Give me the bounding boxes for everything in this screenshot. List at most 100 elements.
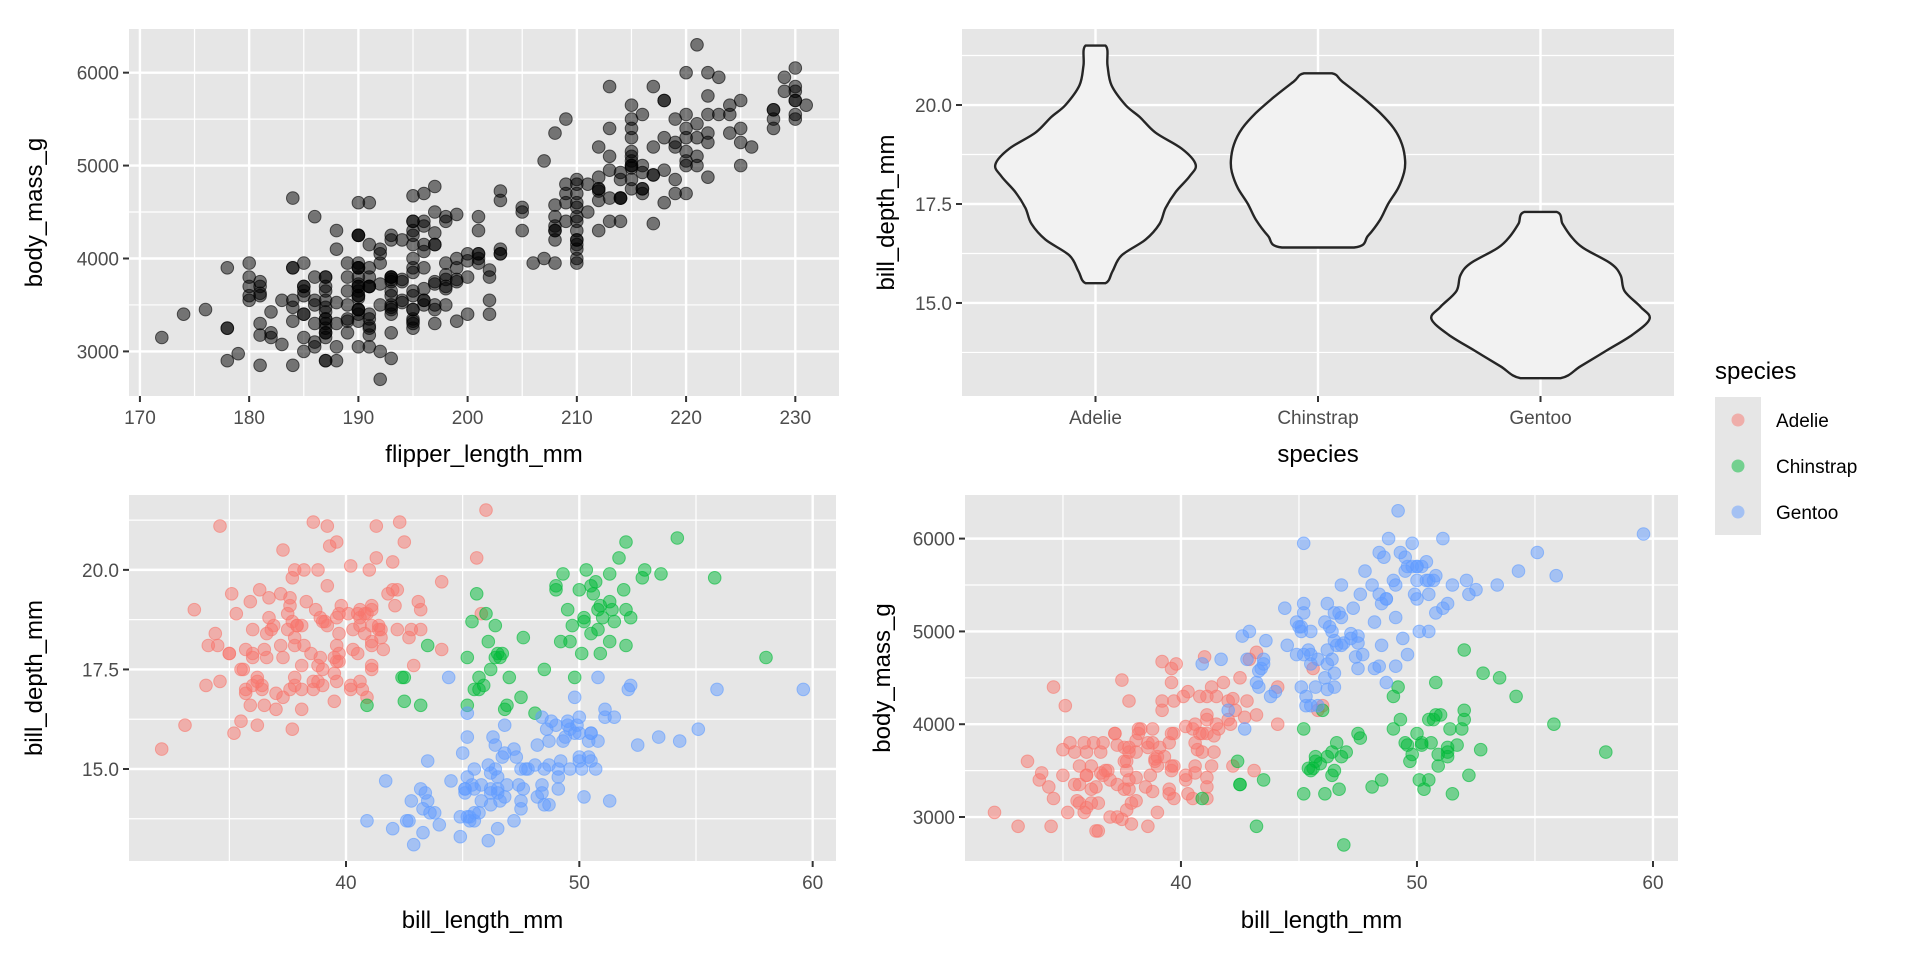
x-axis: 170 180 190 200 210 220 230 bbox=[124, 396, 811, 429]
legend-item-chinstrap: Chinstrap bbox=[1731, 457, 1857, 478]
data-point-adelie bbox=[329, 242, 344, 256]
data-point-adelie bbox=[362, 563, 377, 577]
data-point-gentoo bbox=[1353, 587, 1368, 602]
data-point-chinstrap bbox=[471, 223, 486, 238]
data-point-gentoo bbox=[378, 774, 393, 788]
data-point-adelie bbox=[1067, 745, 1082, 759]
data-point-adelie bbox=[1247, 763, 1261, 778]
data-point-chinstrap bbox=[417, 281, 431, 296]
data-point-gentoo bbox=[591, 140, 606, 154]
data-point-chinstrap bbox=[1599, 745, 1613, 759]
data-point-adelie bbox=[1119, 763, 1134, 778]
data-point-gentoo bbox=[1280, 638, 1294, 653]
y-axis: 15.0 17.5 20.0 bbox=[915, 96, 962, 315]
data-point-gentoo bbox=[551, 782, 566, 796]
data-point-adelie bbox=[1143, 768, 1158, 783]
data-point-adelie bbox=[257, 642, 272, 657]
data-point-adelie bbox=[388, 598, 402, 613]
data-point-adelie bbox=[329, 674, 344, 689]
data-point-chinstrap bbox=[471, 209, 486, 224]
data-point-gentoo bbox=[483, 786, 498, 800]
data-point-gentoo bbox=[1256, 657, 1271, 671]
data-point-chinstrap bbox=[384, 288, 399, 303]
data-point-adelie bbox=[384, 326, 399, 340]
data-point-adelie bbox=[417, 186, 431, 201]
data-point-gentoo bbox=[537, 154, 551, 168]
data-point-gentoo bbox=[500, 778, 514, 792]
data-point-gentoo bbox=[657, 93, 672, 108]
x-tick-label: Adelie bbox=[1069, 408, 1122, 429]
data-point-adelie bbox=[1138, 780, 1153, 794]
data-point-chinstrap bbox=[318, 312, 333, 326]
data-point-gentoo bbox=[507, 742, 521, 756]
x-axis: 40 50 60 bbox=[1170, 861, 1664, 894]
data-point-gentoo bbox=[1299, 698, 1313, 713]
data-point-adelie bbox=[411, 594, 426, 609]
data-point-adelie bbox=[315, 678, 330, 693]
data-point-chinstrap bbox=[1353, 731, 1368, 745]
data-point-gentoo bbox=[574, 762, 589, 776]
data-point-gentoo bbox=[444, 774, 458, 788]
data-point-gentoo bbox=[672, 734, 687, 748]
data-point-adelie bbox=[1150, 805, 1165, 820]
data-point-chinstrap bbox=[1332, 782, 1346, 797]
data-point-adelie bbox=[1226, 691, 1240, 706]
data-point-gentoo bbox=[577, 790, 591, 804]
data-point-adelie bbox=[332, 606, 346, 621]
data-point-adelie bbox=[1209, 689, 1224, 704]
data-point-adelie bbox=[311, 563, 325, 577]
data-point-chinstrap bbox=[574, 646, 589, 661]
data-point-adelie bbox=[1167, 759, 1181, 773]
data-point-chinstrap bbox=[472, 682, 486, 697]
data-point-gentoo bbox=[453, 829, 468, 844]
data-point-gentoo bbox=[598, 702, 612, 717]
data-point-chinstrap bbox=[318, 353, 333, 368]
data-point-gentoo bbox=[1429, 568, 1443, 583]
data-point-chinstrap bbox=[1393, 712, 1408, 727]
data-point-gentoo bbox=[488, 738, 503, 752]
data-point-gentoo bbox=[1351, 661, 1365, 676]
data-point-chinstrap bbox=[1412, 773, 1427, 787]
violin-adelie bbox=[993, 44, 1198, 285]
x-axis: Adelie Chinstrap Gentoo bbox=[1069, 396, 1572, 429]
data-point-adelie bbox=[384, 307, 399, 322]
data-point-gentoo bbox=[570, 718, 584, 733]
data-point-adelie bbox=[198, 302, 213, 317]
data-point-adelie bbox=[287, 670, 302, 685]
x-axis: 40 50 60 bbox=[335, 861, 823, 894]
data-point-adelie bbox=[1084, 782, 1099, 797]
data-point-adelie bbox=[1079, 745, 1094, 759]
data-point-adelie bbox=[1164, 661, 1179, 676]
data-point-chinstrap bbox=[460, 270, 475, 284]
data-point-chinstrap bbox=[556, 567, 570, 581]
data-point-gentoo bbox=[613, 214, 628, 229]
data-point-adelie bbox=[332, 626, 346, 641]
data-point-gentoo bbox=[710, 682, 724, 697]
data-point-gentoo bbox=[1221, 703, 1235, 718]
x-tick-label: 60 bbox=[1642, 873, 1663, 894]
data-point-chinstrap bbox=[516, 630, 531, 645]
data-point-adelie bbox=[178, 718, 192, 733]
data-point-adelie bbox=[286, 261, 300, 275]
data-point-chinstrap bbox=[395, 295, 409, 310]
data-point-adelie bbox=[469, 551, 484, 565]
data-point-adelie bbox=[1178, 773, 1193, 787]
data-point-gentoo bbox=[1511, 564, 1526, 578]
data-point-gentoo bbox=[723, 98, 737, 112]
data-point-gentoo bbox=[1422, 624, 1436, 639]
data-point-chinstrap bbox=[502, 670, 517, 685]
data-point-chinstrap bbox=[460, 650, 475, 665]
data-point-adelie bbox=[369, 551, 384, 565]
data-point-adelie bbox=[1141, 740, 1155, 755]
data-point-adelie bbox=[220, 353, 235, 368]
data-point-adelie bbox=[250, 718, 265, 733]
data-point-chinstrap bbox=[488, 618, 503, 633]
data-point-chinstrap bbox=[460, 307, 475, 322]
data-point-adelie bbox=[515, 223, 530, 238]
data-point-adelie bbox=[1150, 749, 1165, 764]
data-point-gentoo bbox=[483, 798, 498, 812]
data-point-chinstrap bbox=[1256, 773, 1271, 787]
y-tick-label: 15.0 bbox=[915, 294, 952, 315]
data-point-adelie bbox=[280, 622, 295, 637]
